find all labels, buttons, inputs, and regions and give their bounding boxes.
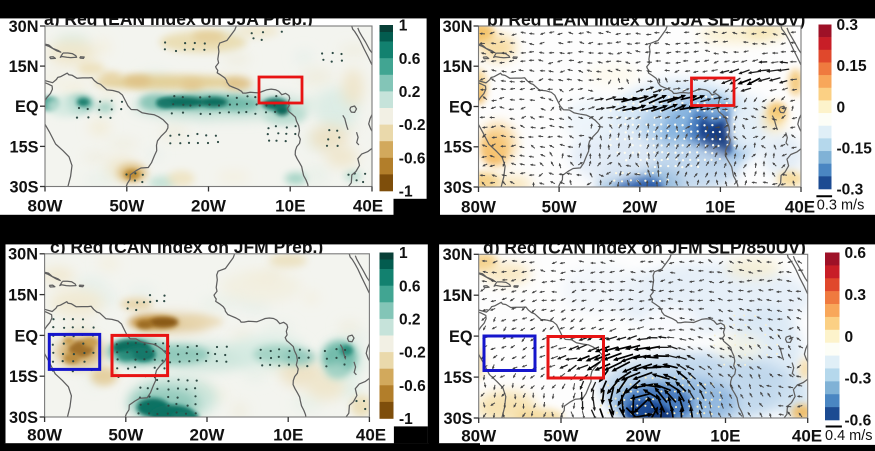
svg-text:-0.6: -0.6: [399, 150, 426, 167]
svg-text:-0.6: -0.6: [399, 378, 426, 395]
svg-text:0.3 m/s: 0.3 m/s: [817, 198, 865, 214]
svg-text:0.3: 0.3: [845, 287, 867, 304]
svg-text:50W: 50W: [108, 426, 144, 445]
svg-text:15S: 15S: [9, 368, 38, 386]
svg-text:15S: 15S: [10, 138, 39, 156]
svg-text:15N: 15N: [443, 58, 473, 76]
svg-text:0.6: 0.6: [845, 245, 867, 262]
svg-text:50W: 50W: [543, 427, 579, 446]
svg-text:EQ: EQ: [15, 98, 39, 116]
svg-text:50W: 50W: [109, 197, 145, 216]
svg-text:40E: 40E: [792, 427, 822, 446]
svg-text:0.4 m/s: 0.4 m/s: [825, 428, 873, 444]
svg-text:30N: 30N: [9, 18, 39, 36]
svg-text:20W: 20W: [190, 426, 226, 445]
svg-text:10E: 10E: [275, 197, 305, 216]
svg-text:80W: 80W: [27, 426, 63, 445]
svg-text:80W: 80W: [461, 198, 497, 217]
svg-text:50W: 50W: [542, 198, 578, 217]
svg-text:EQ: EQ: [449, 328, 473, 346]
svg-text:-1: -1: [399, 184, 413, 201]
svg-text:30N: 30N: [8, 246, 38, 264]
svg-text:30N: 30N: [443, 18, 473, 36]
svg-text:0.6: 0.6: [399, 278, 421, 295]
svg-text:20W: 20W: [626, 427, 662, 446]
svg-text:30S: 30S: [9, 409, 38, 427]
svg-text:10E: 10E: [705, 198, 735, 217]
svg-text:1: 1: [399, 245, 408, 262]
svg-text:-0.2: -0.2: [399, 345, 426, 362]
svg-text:-0.3: -0.3: [837, 182, 864, 199]
svg-text:40E: 40E: [356, 426, 386, 445]
svg-text:30S: 30S: [10, 178, 39, 196]
svg-text:10E: 10E: [273, 426, 303, 445]
svg-text:15N: 15N: [8, 287, 38, 305]
svg-text:40E: 40E: [785, 198, 815, 217]
svg-text:0: 0: [845, 329, 854, 346]
svg-text:15N: 15N: [443, 287, 473, 305]
svg-text:80W: 80W: [461, 427, 497, 446]
svg-text:0: 0: [837, 99, 846, 116]
svg-text:-0.3: -0.3: [845, 371, 872, 388]
svg-text:15S: 15S: [444, 369, 473, 387]
svg-text:15N: 15N: [9, 58, 39, 76]
svg-text:0.2: 0.2: [399, 84, 421, 101]
svg-text:30S: 30S: [444, 179, 473, 197]
svg-text:0.3: 0.3: [837, 17, 859, 34]
svg-text:-1: -1: [399, 411, 413, 428]
svg-text:0.15: 0.15: [837, 58, 868, 75]
svg-text:80W: 80W: [28, 197, 64, 216]
svg-text:1: 1: [399, 18, 408, 35]
svg-text:20W: 20W: [622, 198, 658, 217]
svg-text:EQ: EQ: [14, 327, 38, 345]
svg-text:-0.2: -0.2: [399, 117, 426, 134]
svg-text:20W: 20W: [191, 197, 227, 216]
svg-text:15S: 15S: [444, 139, 473, 157]
svg-text:30S: 30S: [444, 410, 473, 428]
svg-text:-0.15: -0.15: [837, 141, 873, 158]
svg-text:10E: 10E: [710, 427, 740, 446]
svg-text:EQ: EQ: [449, 98, 473, 116]
svg-text:30N: 30N: [443, 246, 473, 264]
svg-text:0.6: 0.6: [399, 51, 421, 68]
svg-text:0.2: 0.2: [399, 312, 421, 329]
svg-text:40E: 40E: [353, 197, 383, 216]
